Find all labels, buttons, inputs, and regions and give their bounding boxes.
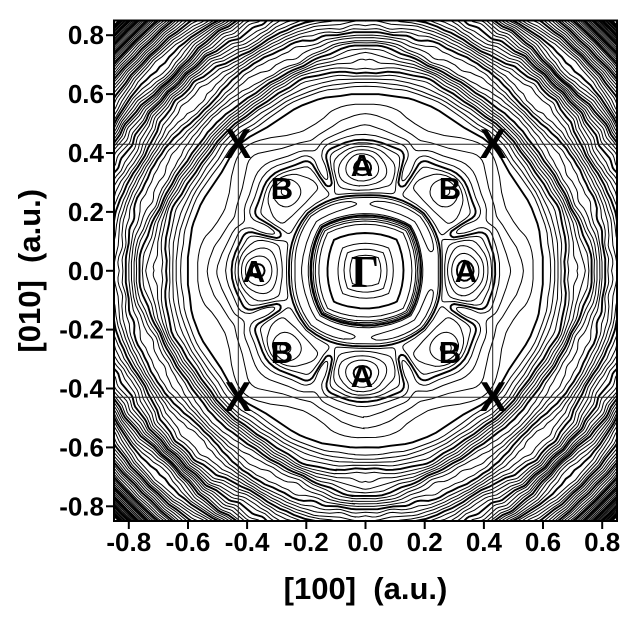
svg-text:0.4: 0.4 xyxy=(68,138,105,168)
svg-text:0.8: 0.8 xyxy=(584,527,620,557)
svg-text:-0.2: -0.2 xyxy=(59,315,104,345)
svg-text:A: A xyxy=(243,254,265,289)
svg-text:-0.6: -0.6 xyxy=(59,432,104,462)
svg-text:A: A xyxy=(351,148,373,183)
svg-text:-0.8: -0.8 xyxy=(59,491,104,521)
svg-text:[010] (a.u.): [010] (a.u.) xyxy=(12,189,47,353)
svg-text:0.0: 0.0 xyxy=(68,256,104,286)
svg-text:B: B xyxy=(271,335,293,370)
svg-text:X: X xyxy=(225,120,252,167)
svg-text:B: B xyxy=(439,171,461,206)
svg-text:-0.4: -0.4 xyxy=(59,374,104,404)
svg-text:-0.8: -0.8 xyxy=(106,527,151,557)
svg-text:A: A xyxy=(351,359,373,394)
svg-text:B: B xyxy=(271,171,293,206)
svg-text:0.2: 0.2 xyxy=(68,197,104,227)
svg-text:-0.4: -0.4 xyxy=(225,527,270,557)
svg-text:0.8: 0.8 xyxy=(68,20,104,50)
svg-text:0.6: 0.6 xyxy=(68,79,104,109)
svg-text:X: X xyxy=(480,120,507,167)
svg-text:0.2: 0.2 xyxy=(407,527,443,557)
svg-text:0.6: 0.6 xyxy=(525,527,561,557)
svg-text:-0.6: -0.6 xyxy=(166,527,211,557)
svg-text:[100] (a.u.): [100] (a.u.) xyxy=(284,571,448,606)
svg-text:X: X xyxy=(225,373,252,420)
svg-text:-0.2: -0.2 xyxy=(284,527,329,557)
svg-text:0.0: 0.0 xyxy=(347,527,383,557)
svg-text:A: A xyxy=(455,254,477,289)
svg-text:B: B xyxy=(439,335,461,370)
svg-text:X: X xyxy=(480,373,507,420)
svg-text:0.4: 0.4 xyxy=(466,527,503,557)
svg-text:Γ: Γ xyxy=(351,247,379,297)
